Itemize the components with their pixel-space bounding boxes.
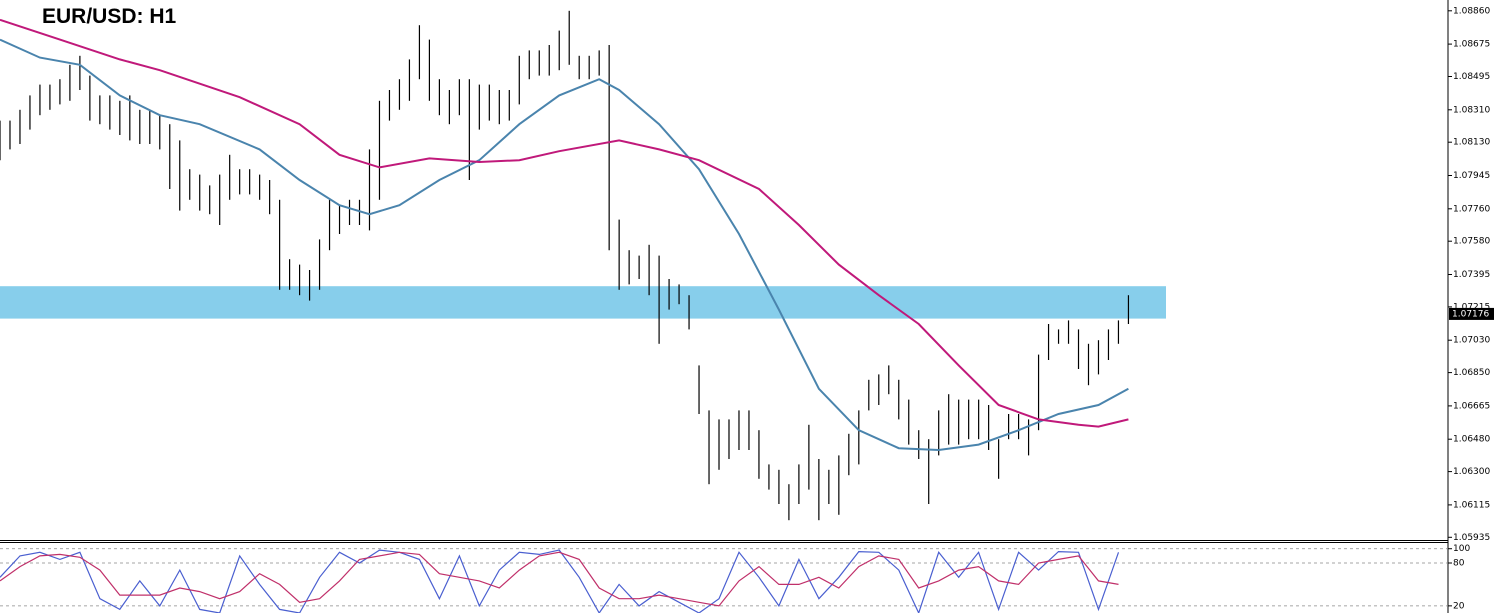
y-tick-label: 1.07580 xyxy=(1453,237,1490,247)
y-tick-label: 1.06480 xyxy=(1453,435,1490,445)
zone xyxy=(0,286,1166,319)
y-tick-label: 1.07760 xyxy=(1453,204,1490,214)
y-tick-label: 1.08495 xyxy=(1453,72,1490,82)
y-tick-label: 1.05935 xyxy=(1453,533,1490,543)
moving-average xyxy=(0,38,1129,452)
y-tick-label: 100 xyxy=(1453,544,1470,554)
moving-average xyxy=(0,18,1129,428)
y-tick-label: 1.06300 xyxy=(1453,467,1490,477)
y-tick-label: 1.06665 xyxy=(1453,401,1490,411)
last-price-box xyxy=(1449,307,1494,320)
last-price-label: 1.07176 xyxy=(1452,309,1489,319)
y-tick-label: 1.08675 xyxy=(1453,40,1490,50)
y-tick-label: 1.07945 xyxy=(1453,171,1490,181)
y-tick-label: 1.08310 xyxy=(1453,105,1490,115)
y-tick-label: 1.06850 xyxy=(1453,368,1490,378)
y-tick-label: 1.07215 xyxy=(1453,302,1490,312)
y-tick-label: 1.08130 xyxy=(1453,138,1490,148)
y-tick-label: 1.07030 xyxy=(1453,336,1490,346)
y-tick-label: 80 xyxy=(1453,559,1465,569)
chart-title: EUR/USD: H1 xyxy=(42,5,177,28)
y-tick-label: 1.06115 xyxy=(1453,500,1490,510)
oscillator-line xyxy=(0,551,1119,607)
y-tick-label: 1.08860 xyxy=(1453,6,1490,16)
y-tick-label: 20 xyxy=(1453,601,1465,611)
oscillator-line xyxy=(0,549,1120,613)
y-tick-label: 1.07395 xyxy=(1453,270,1490,280)
